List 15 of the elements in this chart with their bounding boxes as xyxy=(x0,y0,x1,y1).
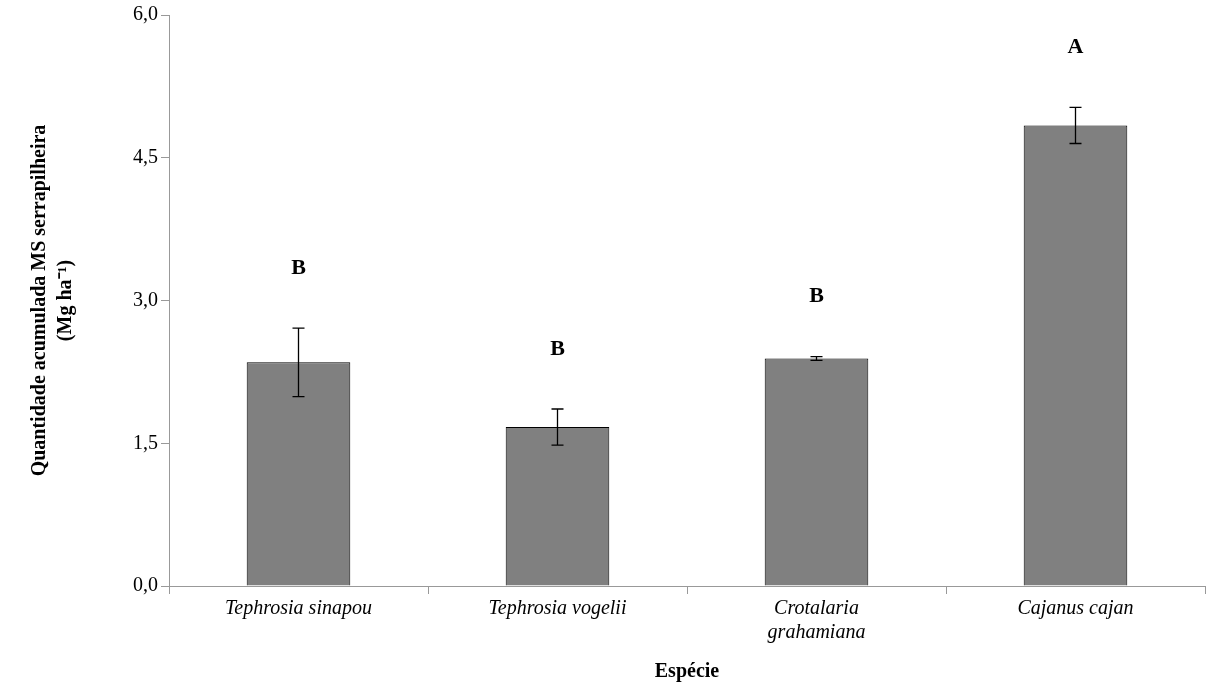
annotation: B xyxy=(550,334,566,360)
y-tick-label: 3,0 xyxy=(133,287,158,310)
annotation: B xyxy=(291,253,307,279)
x-tick-label: Tephrosia sinapou xyxy=(225,596,372,620)
x-axis-title: Espécie xyxy=(654,659,720,683)
annotation: B xyxy=(809,282,825,308)
y-tick-label: 4,5 xyxy=(133,145,158,167)
x-tick-label: Tephrosia vogelii xyxy=(488,596,627,620)
x-tick-label: Crotalaria grahamiana xyxy=(767,596,866,644)
annotation: A xyxy=(1067,33,1084,58)
y-axis-title: Quantidade acumulada MS serrapilheira (Mg ha⁻¹) xyxy=(27,124,77,477)
x-tick-label: Cajanus cajan xyxy=(1017,596,1134,620)
y-tick-label: 0,0 xyxy=(133,573,158,596)
y-tick-label: 6,0 xyxy=(133,2,158,25)
y-tick-label: 1,5 xyxy=(133,430,158,453)
